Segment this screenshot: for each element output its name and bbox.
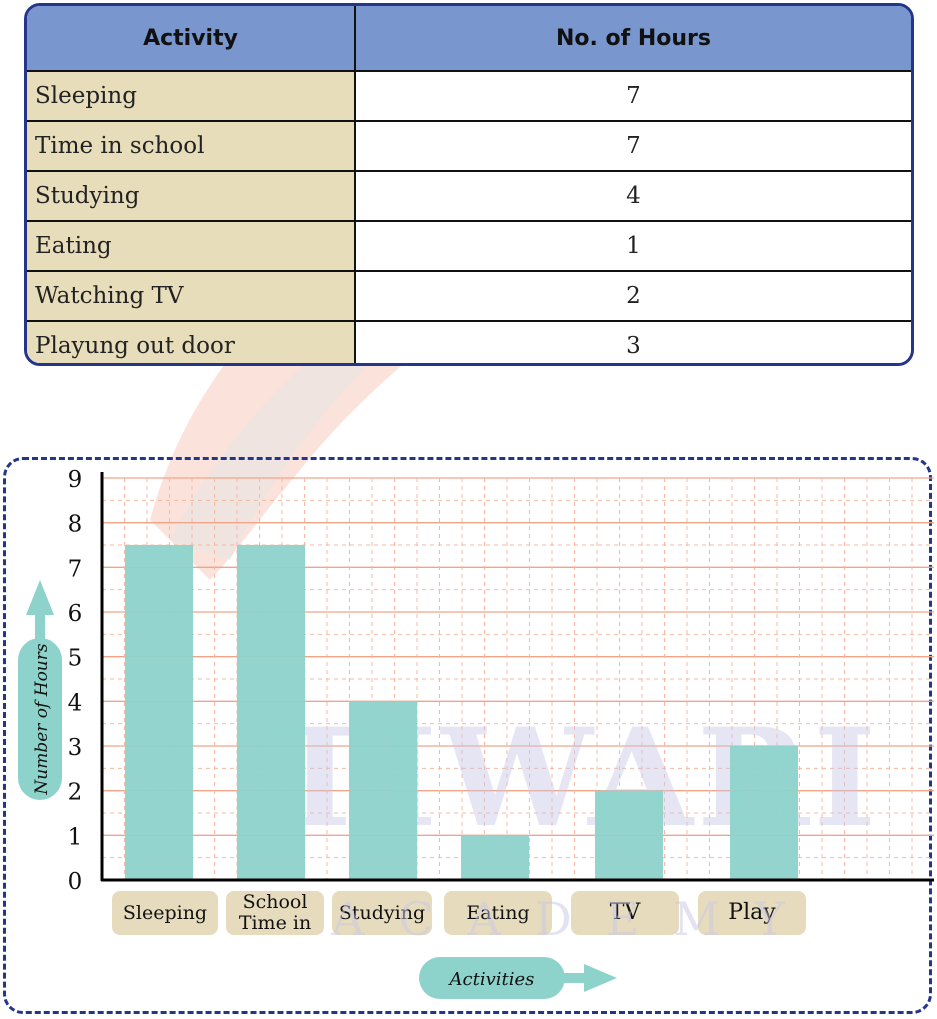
activity-cell: Studying	[27, 171, 356, 222]
y-arrow-shaft	[35, 610, 45, 645]
table-row: Time in school 7	[27, 121, 911, 172]
hours-cell: 2	[355, 271, 911, 322]
table-row: Eating 1	[27, 221, 911, 272]
activity-cell: Sleeping	[27, 71, 356, 122]
bar	[237, 545, 305, 880]
activity-cell: Time in school	[27, 121, 356, 172]
table-header-row: Activity No. of Hours	[27, 6, 911, 72]
chart-frame	[3, 457, 932, 1014]
chart-axes	[100, 472, 934, 882]
bar	[349, 701, 417, 880]
x-tick-label: TV	[610, 900, 642, 925]
y-axis-title: Number of Hours	[32, 643, 52, 795]
table-row: Studying 4	[27, 171, 911, 222]
y-tick-label: 1	[68, 824, 83, 850]
table-row: Watching TV 2	[27, 271, 911, 322]
table-row: Sleeping 7	[27, 71, 911, 122]
x-arrow-shaft	[558, 973, 588, 983]
watermark-subtext: ACADEMY	[330, 892, 819, 946]
bar	[125, 545, 193, 880]
header-hours: No. of Hours	[355, 6, 911, 72]
y-tick-label: 6	[68, 601, 83, 627]
table-row: Playung out door 3	[27, 321, 911, 363]
x-tick-label: Play	[728, 900, 776, 925]
x-label-pill	[419, 957, 565, 999]
x-label-box	[332, 891, 432, 935]
x-tick-label: Studying	[339, 902, 425, 924]
y-tick-label: 7	[68, 556, 83, 582]
x-label-box	[226, 891, 324, 935]
bar	[595, 790, 663, 880]
x-label-box	[112, 891, 218, 935]
y-tick-label: 8	[68, 512, 83, 538]
y-tick-label: 5	[68, 646, 83, 672]
hours-cell: 7	[355, 121, 911, 172]
up-arrow-icon	[26, 580, 54, 615]
y-tick-label: 0	[68, 869, 83, 895]
y-tick-label: 2	[68, 780, 83, 806]
hours-cell: 3	[355, 321, 911, 363]
header-activity: Activity	[27, 6, 356, 72]
y-label-pill	[18, 638, 62, 800]
x-label-box	[571, 891, 679, 935]
activity-hours-table: Activity No. of Hours Sleeping 7 Time in…	[27, 6, 911, 363]
y-tick-label: 3	[68, 735, 83, 761]
x-tick-label: Time in	[239, 912, 311, 934]
y-tick-label: 4	[68, 690, 83, 716]
x-label-box	[444, 891, 552, 935]
activity-cell: Playung out door	[27, 321, 356, 363]
activity-cell: Eating	[27, 221, 356, 272]
activity-cell: Watching TV	[27, 271, 356, 322]
bar	[461, 835, 529, 880]
x-tick-label: Sleeping	[123, 902, 207, 924]
bar	[730, 746, 798, 880]
chart-bars	[125, 545, 798, 880]
y-tick-labels: 0 1 2 3 4 5 6 7 8 9	[68, 467, 83, 895]
hours-cell: 1	[355, 221, 911, 272]
y-axis-label: Number of Hours	[18, 580, 62, 800]
hours-cell: 7	[355, 71, 911, 122]
x-axis-label: Activities	[419, 957, 617, 999]
hours-cell: 4	[355, 171, 911, 222]
activity-table: Activity No. of Hours Sleeping 7 Time in…	[24, 3, 914, 366]
x-label-box	[698, 891, 806, 935]
x-tick-label: Eating	[466, 902, 529, 924]
y-tick-label: 9	[68, 467, 83, 493]
x-axis-title: Activities	[448, 969, 535, 990]
x-tick-label: School	[243, 891, 308, 913]
right-arrow-icon	[584, 964, 617, 992]
